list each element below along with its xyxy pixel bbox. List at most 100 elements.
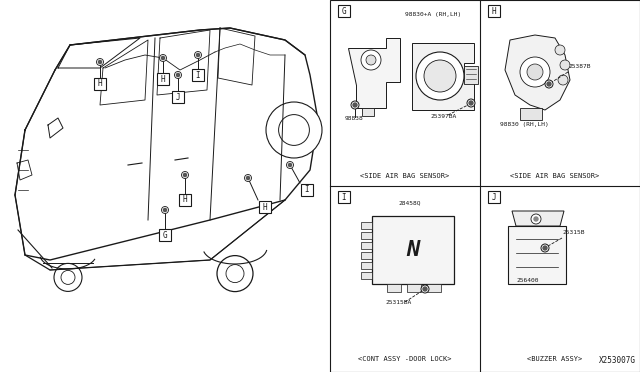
Bar [361,252,372,259]
Circle shape [217,256,253,292]
Circle shape [54,263,82,291]
Polygon shape [512,211,564,226]
Circle shape [543,246,547,250]
Text: <SIDE AIR BAG SENSOR>: <SIDE AIR BAG SENSOR> [510,173,600,179]
Bar [361,262,372,269]
Circle shape [421,285,429,293]
Text: I: I [305,186,309,195]
Bar [179,194,191,206]
Circle shape [555,45,565,55]
Text: <SIDE AIR BAG SENSOR>: <SIDE AIR BAG SENSOR> [360,173,450,179]
Bar [301,184,313,196]
Bar [387,284,401,292]
Circle shape [527,64,543,80]
Text: <CONT ASSY -DOOR LOCK>: <CONT ASSY -DOOR LOCK> [358,356,452,362]
Circle shape [244,174,252,182]
Bar [407,284,421,292]
Circle shape [361,50,381,70]
Circle shape [469,101,473,105]
Text: 25387B: 25387B [568,64,591,69]
Bar [520,108,542,120]
Text: 98830+A (RH,LH): 98830+A (RH,LH) [405,12,461,17]
Bar [157,73,169,85]
Text: H: H [161,74,165,83]
Circle shape [161,206,168,214]
Text: J: J [176,93,180,102]
Text: 28458Q: 28458Q [398,200,420,205]
Circle shape [520,57,550,87]
Bar [362,108,374,116]
Bar [192,69,204,81]
Bar [508,226,566,284]
Circle shape [287,161,294,169]
Circle shape [534,217,538,221]
Circle shape [467,99,475,107]
Circle shape [547,82,551,86]
Text: 25315B: 25315B [562,230,584,235]
Bar [361,222,372,229]
Circle shape [541,244,549,252]
Polygon shape [412,43,474,110]
Text: 25315BA: 25315BA [385,300,412,305]
Circle shape [196,54,200,57]
Bar [338,191,350,203]
Bar [94,78,106,90]
Text: J: J [492,192,496,202]
Bar [361,232,372,239]
Circle shape [163,208,166,212]
Circle shape [366,55,376,65]
Bar [372,216,454,284]
Circle shape [99,60,102,64]
Bar [464,66,478,84]
Text: H: H [262,202,268,212]
Circle shape [416,52,464,100]
Bar [488,191,500,203]
Text: N: N [406,240,420,260]
Text: <BUZZER ASSY>: <BUZZER ASSY> [527,356,582,362]
Polygon shape [505,35,570,110]
Text: I: I [196,71,200,80]
Circle shape [424,60,456,92]
Circle shape [246,176,250,180]
Text: 25397BA: 25397BA [430,114,456,119]
Bar [259,201,271,213]
Polygon shape [348,38,400,108]
Circle shape [560,60,570,70]
Bar [488,5,500,17]
Circle shape [61,270,75,285]
Circle shape [266,102,322,158]
Circle shape [161,57,164,60]
Bar [338,5,350,17]
Circle shape [545,80,553,88]
Text: G: G [163,231,167,240]
Text: X253007G: X253007G [599,356,636,365]
Circle shape [531,214,541,224]
Bar [427,284,441,292]
Text: G: G [342,6,346,16]
Circle shape [175,71,182,78]
Circle shape [278,115,309,145]
Circle shape [353,103,357,107]
Text: 98830 (RH,LH): 98830 (RH,LH) [500,122,548,127]
Circle shape [184,173,187,177]
Bar [361,242,372,249]
Circle shape [289,163,292,167]
Circle shape [182,171,189,179]
Text: H: H [182,196,188,205]
Text: I: I [342,192,346,202]
Text: 256400: 256400 [516,278,538,283]
Bar [172,91,184,103]
Text: 98838: 98838 [345,116,364,121]
Bar [361,272,372,279]
Circle shape [159,55,166,61]
Bar [159,229,171,241]
Circle shape [423,287,427,291]
Bar [330,0,640,372]
Circle shape [177,73,180,77]
Text: H: H [98,80,102,89]
Circle shape [558,75,568,85]
Circle shape [195,51,202,58]
Circle shape [351,101,359,109]
Circle shape [97,58,104,65]
Circle shape [226,264,244,283]
